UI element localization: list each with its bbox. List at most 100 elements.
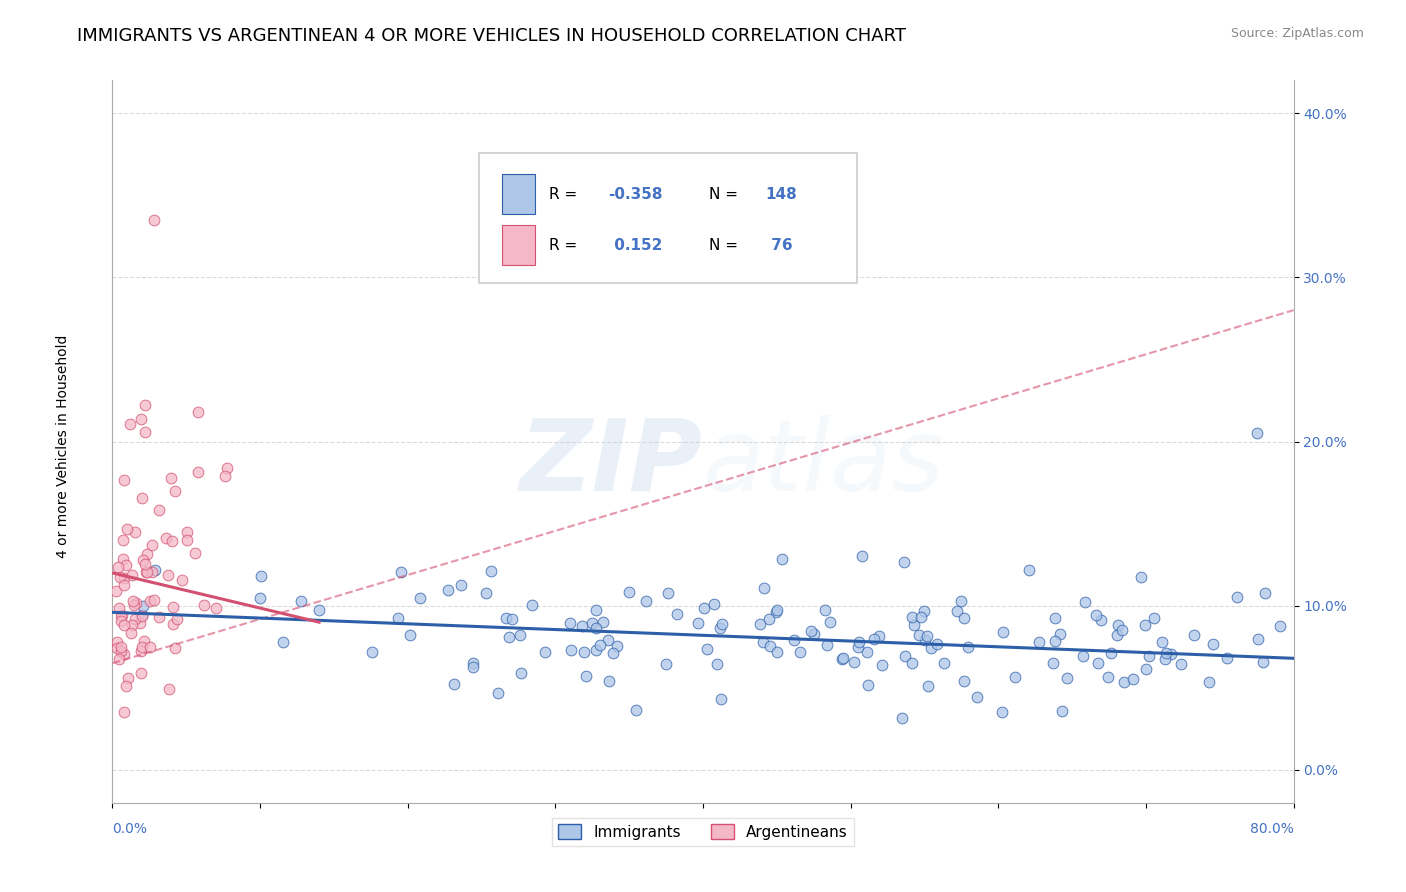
Argentineans [170,573,193,587]
Immigrants [1143,611,1166,625]
Immigrants [693,600,716,615]
Immigrants [474,586,496,600]
Immigrants [932,656,955,670]
Argentineans [132,552,155,566]
Immigrants [990,705,1012,719]
Immigrants [903,617,925,632]
Immigrants [1107,618,1129,632]
Immigrants [803,626,825,640]
Text: 0.0%: 0.0% [112,822,148,837]
Argentineans [163,484,186,499]
Immigrants [399,628,422,642]
Immigrants [703,597,725,611]
Argentineans [110,643,132,657]
Argentineans [148,503,170,517]
Immigrants [1129,570,1152,584]
Argentineans [115,558,138,573]
Immigrants [1226,590,1249,604]
Text: 76: 76 [766,237,792,252]
Argentineans [162,617,184,632]
Immigrants [361,645,384,659]
Immigrants [966,690,988,705]
Argentineans [124,612,146,626]
Text: atlas: atlas [703,415,945,512]
Argentineans [117,671,139,685]
Argentineans [105,634,128,648]
Argentineans [131,491,153,505]
Text: 0.152: 0.152 [609,237,662,252]
Immigrants [596,633,619,648]
Argentineans [156,567,179,582]
Immigrants [844,655,866,669]
Immigrants [831,652,853,666]
Immigrants [1042,657,1064,671]
Immigrants [901,609,924,624]
Immigrants [1135,662,1157,676]
Immigrants [1253,655,1275,669]
Argentineans [125,596,148,610]
Immigrants [706,657,728,671]
Argentineans [142,212,165,227]
Argentineans [129,666,152,681]
Immigrants [1246,426,1268,441]
Immigrants [271,635,294,649]
Immigrants [908,628,931,642]
Argentineans [112,705,135,719]
Immigrants [957,640,980,654]
Argentineans [124,524,146,539]
Immigrants [501,612,523,626]
Immigrants [560,643,582,657]
Immigrants [409,591,432,606]
Immigrants [1056,672,1078,686]
Text: 80.0%: 80.0% [1250,822,1294,837]
Immigrants [1050,704,1073,718]
Immigrants [249,591,271,605]
Argentineans [107,601,129,615]
Immigrants [1097,670,1119,684]
Immigrants [770,552,793,566]
Argentineans [176,533,198,548]
Immigrants [814,603,837,617]
Immigrants [766,603,789,617]
Immigrants [856,645,879,659]
Immigrants [585,603,607,617]
Immigrants [1198,675,1220,690]
Argentineans [115,679,138,693]
Immigrants [1170,657,1192,671]
Immigrants [1074,595,1097,609]
Argentineans [121,594,143,608]
Argentineans [187,405,209,419]
Immigrants [581,615,603,630]
Immigrants [1247,632,1270,647]
Argentineans [112,571,135,585]
Immigrants [575,669,598,683]
Immigrants [510,665,533,680]
Immigrants [1099,646,1122,660]
Immigrants [1090,613,1112,627]
Argentineans [187,465,209,479]
Immigrants [534,645,557,659]
Immigrants [1105,628,1128,642]
Immigrants [1215,651,1237,665]
Text: R =: R = [550,187,578,202]
Immigrants [949,594,972,608]
Immigrants [696,641,718,656]
Immigrants [915,629,938,643]
Immigrants [249,569,271,583]
Argentineans [135,565,157,579]
Argentineans [131,640,153,654]
Immigrants [450,577,472,591]
Immigrants [509,628,531,642]
Immigrants [858,678,880,692]
Immigrants [143,563,166,577]
Argentineans [134,558,156,572]
Argentineans [122,598,145,612]
Argentineans [111,533,134,547]
Immigrants [486,686,509,700]
Immigrants [443,677,465,691]
Immigrants [1254,586,1277,600]
Argentineans [162,534,184,549]
Argentineans [129,615,152,630]
Immigrants [585,643,607,657]
Immigrants [1202,637,1225,651]
